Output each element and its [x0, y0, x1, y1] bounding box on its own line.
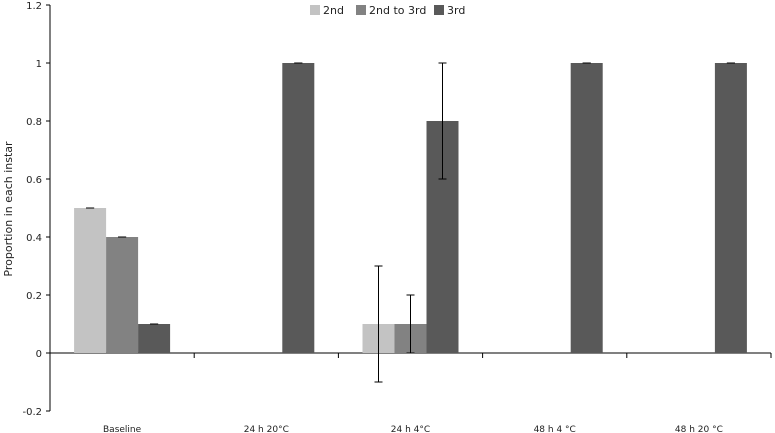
- legend-label: 3rd: [447, 4, 465, 17]
- bar: [138, 324, 171, 353]
- x-category-label: 24 h 4°C: [391, 425, 430, 433]
- legend-swatch: [356, 5, 366, 15]
- y-tick-label: 0: [36, 349, 42, 360]
- y-tick-label: -0.2: [22, 407, 42, 418]
- bar: [74, 208, 107, 353]
- x-category-label: 24 h 20°C: [244, 425, 289, 433]
- legend-label: 2nd: [323, 4, 344, 17]
- y-tick-label: 0.4: [26, 233, 42, 244]
- bar: [714, 63, 747, 353]
- error-bars: [86, 62, 735, 383]
- y-axis-title: Proportion in each instar: [2, 141, 15, 277]
- bar: [106, 237, 139, 353]
- bar: [570, 63, 603, 353]
- legend-swatch: [434, 5, 444, 15]
- y-tick-label: 0.8: [26, 117, 42, 128]
- y-tick-label: 1: [36, 59, 42, 70]
- y-tick-label: 1.2: [26, 1, 42, 12]
- legend-label: 2nd to 3rd: [369, 4, 426, 17]
- x-category-label: 48 h 4 °C: [534, 425, 576, 433]
- bars: [74, 63, 747, 353]
- legend: 2nd 2nd to 3rd 3rd: [310, 4, 465, 17]
- legend-swatch: [310, 5, 320, 15]
- y-tick-label: 0.2: [26, 291, 42, 302]
- x-category-label: 48 h 20 °C: [675, 425, 723, 433]
- x-category-label: Baseline: [103, 425, 142, 433]
- axes: -0.2 0 0.2 0.4 0.6 0.8 1 1.2 Baseline 24 h 20°C 24…: [22, 1, 772, 433]
- y-tick-label: 0.6: [26, 175, 42, 186]
- bar: [282, 63, 315, 353]
